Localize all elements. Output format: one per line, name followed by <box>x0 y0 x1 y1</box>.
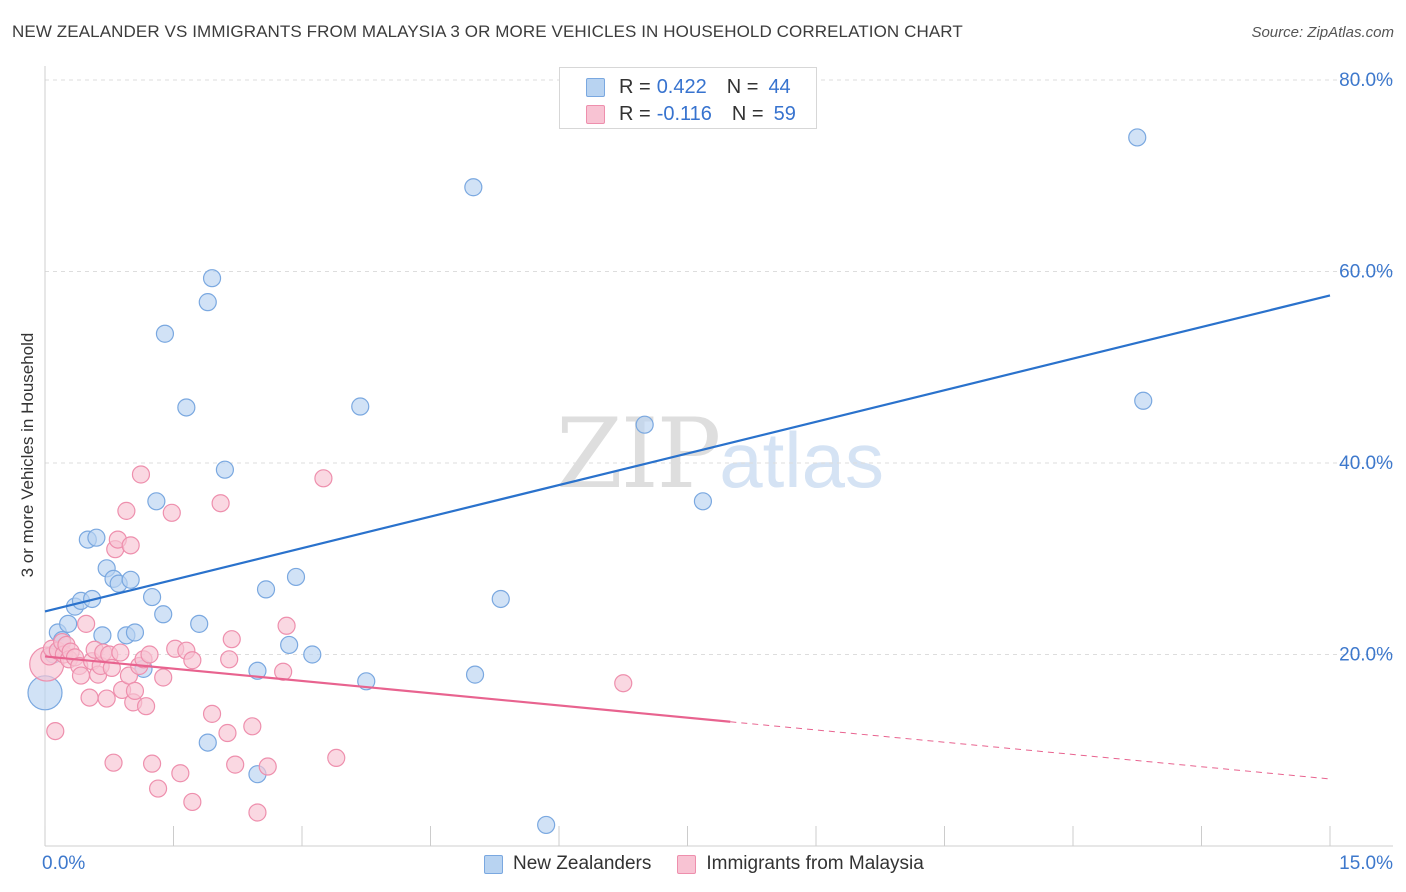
malaysia-point <box>183 651 202 670</box>
malaysia-point <box>248 803 267 822</box>
new-zealander-point <box>59 614 78 633</box>
malaysia-point <box>154 668 173 687</box>
legend-label: Immigrants from Malaysia <box>706 853 924 874</box>
new-zealander-point <box>198 293 217 312</box>
malaysia-point <box>80 688 99 707</box>
malaysia-point <box>211 494 230 513</box>
new-zealander-point <box>1134 391 1153 410</box>
malaysia-point <box>140 645 159 664</box>
malaysia-point <box>277 616 296 635</box>
new-zealander-point <box>280 635 299 655</box>
new-zealander-point <box>202 269 222 288</box>
source-label: Source: ZipAtlas.com <box>1251 24 1394 41</box>
watermark: ZIPatlas <box>556 398 884 510</box>
n-value: 59 <box>773 102 796 125</box>
malaysia-trendline-dashed <box>730 721 1331 780</box>
malaysia-point <box>327 748 346 768</box>
malaysia-point <box>71 666 91 685</box>
new-zealander-point <box>351 397 370 416</box>
series-legend: New Zealanders Immigrants from Malaysia <box>484 850 950 878</box>
pink-swatch <box>586 104 605 124</box>
r-label: R = <box>619 75 651 98</box>
new-zealander-point <box>537 815 556 835</box>
malaysia-point <box>121 536 140 555</box>
malaysia-point <box>202 704 222 723</box>
y-tick-label: 20.0% <box>1339 645 1393 666</box>
new-zealander-point <box>190 614 209 633</box>
n-value: 44 <box>768 75 791 98</box>
legend-row-malaysia: R = -0.116 N = 59 <box>586 101 796 127</box>
new-zealander-point <box>87 528 106 547</box>
n-label: N = <box>731 102 764 125</box>
r-value: -0.116 <box>656 102 712 125</box>
correlation-legend: R = 0.422 N = 44 R = -0.116 N = 59 <box>559 67 817 129</box>
malaysia-point <box>131 465 151 484</box>
x-tick-label: 0.0% <box>42 853 85 874</box>
malaysia-point <box>46 721 65 741</box>
y-tick-label: 60.0% <box>1339 262 1393 283</box>
legend-item-new-zealanders[interactable]: New Zealanders <box>484 853 651 875</box>
malaysia-trendline <box>44 655 731 723</box>
legend-row-new-zealanders: R = 0.422 N = 44 <box>586 74 791 100</box>
new-zealander-point <box>286 567 306 587</box>
malaysia-point <box>222 630 241 649</box>
new-zealander-point <box>155 324 175 343</box>
new-zealander-point <box>303 645 322 664</box>
malaysia-point <box>111 643 130 662</box>
malaysia-point <box>104 753 123 772</box>
malaysia-point <box>183 792 202 812</box>
new-zealander-point <box>693 492 713 511</box>
new-zealander-point <box>248 661 267 680</box>
n-label: N = <box>726 75 759 98</box>
new-zealander-point <box>154 605 173 624</box>
new-zealander-point <box>198 733 217 752</box>
new-zealander-point <box>464 178 483 197</box>
malaysia-point <box>274 662 293 681</box>
blue-swatch <box>484 854 503 874</box>
new-zealander-point <box>491 589 510 609</box>
malaysia-point <box>218 723 237 743</box>
malaysia-point <box>614 674 633 693</box>
watermark-zip: ZIP <box>556 398 721 510</box>
new-zealander-point <box>256 580 276 599</box>
new-zealander-point <box>142 587 162 607</box>
blue-swatch <box>586 77 605 97</box>
y-tick-label: 80.0% <box>1339 70 1393 91</box>
chart-title: NEW ZEALANDER VS IMMIGRANTS FROM MALAYSI… <box>12 22 963 41</box>
malaysia-point <box>97 689 116 708</box>
legend-item-malaysia[interactable]: Immigrants from Malaysia <box>677 853 924 875</box>
malaysia-point <box>226 755 245 774</box>
new-zealander-trendline <box>44 294 1331 613</box>
x-tick-label: 15.0% <box>1339 853 1393 874</box>
new-zealander-point <box>121 570 140 589</box>
new-zealander-point <box>147 492 166 511</box>
malaysia-point <box>77 614 96 633</box>
r-value: 0.422 <box>656 75 707 98</box>
malaysia-point <box>220 650 239 669</box>
malaysia-point <box>117 501 136 520</box>
new-zealander-point <box>635 415 654 434</box>
malaysia-point <box>314 469 333 488</box>
y-axis-label: 3 or more Vehicles in Household <box>18 332 37 578</box>
malaysia-point <box>148 779 168 798</box>
malaysia-point <box>125 681 145 700</box>
watermark-atlas: atlas <box>719 416 884 504</box>
pink-swatch <box>677 854 697 874</box>
new-zealander-point <box>465 665 485 684</box>
malaysia-point <box>171 764 190 783</box>
new-zealander-point <box>177 398 196 417</box>
legend-label: New Zealanders <box>513 853 652 874</box>
malaysia-point <box>136 697 156 716</box>
malaysia-point <box>162 503 181 522</box>
new-zealander-point <box>1128 128 1147 147</box>
malaysia-point <box>258 757 277 776</box>
malaysia-point <box>142 754 162 773</box>
r-label: R = <box>619 102 651 125</box>
malaysia-point <box>243 717 262 736</box>
y-tick-label: 40.0% <box>1339 453 1393 474</box>
new-zealander-point <box>215 460 234 479</box>
new-zealander-point <box>125 623 145 642</box>
